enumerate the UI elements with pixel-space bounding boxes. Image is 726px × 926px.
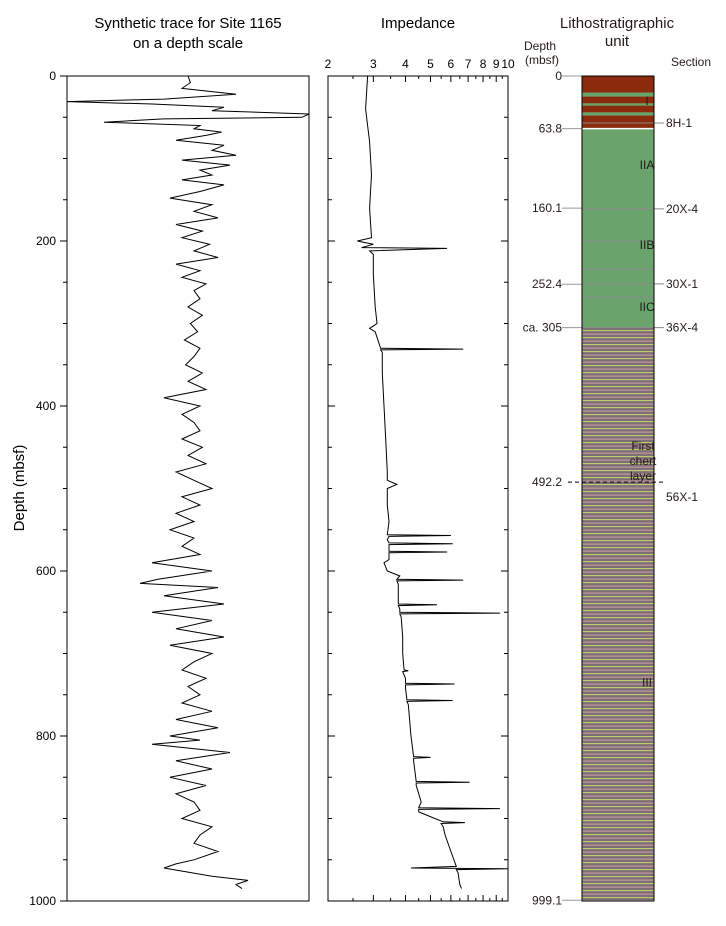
trace-depth-tick-label: 600 bbox=[36, 564, 56, 578]
litho-title-line-2: unit bbox=[605, 33, 630, 50]
unit-label: IIC bbox=[639, 300, 655, 314]
trace-depth-tick-label: 400 bbox=[36, 399, 56, 413]
section-label: 36X-4 bbox=[666, 321, 698, 335]
unit-label: III bbox=[642, 675, 652, 689]
depth-column-unit: (mbsf) bbox=[525, 53, 559, 67]
boundary-depth-label: 999.1 bbox=[532, 893, 562, 907]
impedance-x-tick-label: 8 bbox=[480, 57, 487, 71]
boundary-depth-label: 63.8 bbox=[539, 122, 563, 136]
depth-column-header: Depth bbox=[524, 39, 556, 53]
section-label: 8H-1 bbox=[666, 116, 692, 130]
boundary-depth-label: 492.2 bbox=[532, 475, 562, 489]
synthetic-trace-panel: Synthetic trace for Site 1165 on a depth… bbox=[11, 15, 310, 908]
annotation-first: First bbox=[631, 439, 655, 453]
litho-unit-fill bbox=[582, 128, 654, 209]
section-label: 20X-4 bbox=[666, 202, 698, 216]
boundary-depth-label: 0 bbox=[555, 69, 562, 83]
unit-I-stripe bbox=[582, 112, 654, 116]
impedance-panel: Impedance 2 3 4 5 6 7 8 9 10 bbox=[325, 15, 515, 902]
boundary-depth-label: 252.4 bbox=[532, 277, 562, 291]
impedance-x-tick-label: 3 bbox=[370, 57, 377, 71]
impedance-x-tick-label: 9 bbox=[493, 57, 500, 71]
trace-depth-tick-label: 1000 bbox=[29, 894, 56, 908]
impedance-x-tick-label: 2 bbox=[325, 57, 332, 71]
litho-column-frame bbox=[581, 75, 655, 902]
litho-unit-fill bbox=[582, 76, 654, 129]
impedance-x-ticks: 2 3 4 5 6 7 8 9 10 bbox=[325, 57, 515, 901]
impedance-title: Impedance bbox=[381, 15, 455, 32]
litho-unit-fill bbox=[582, 208, 654, 285]
impedance-x-tick-label: 4 bbox=[402, 57, 409, 71]
litho-title-line-1: Lithostratigraphic bbox=[560, 15, 675, 32]
section-label: 30X-1 bbox=[666, 277, 698, 291]
trace-plot-frame bbox=[66, 75, 310, 902]
impedance-x-tick-label: 10 bbox=[501, 57, 515, 71]
unit-label: I bbox=[645, 94, 648, 108]
depth-axis-label: Depth (mbsf) bbox=[11, 445, 28, 532]
boundary-depth-label: ca. 305 bbox=[523, 321, 563, 335]
litho-unit-fill bbox=[582, 284, 654, 328]
trace-series-line bbox=[66, 75, 310, 890]
annotation-chert: chert bbox=[630, 454, 657, 468]
unit-I-stripe bbox=[582, 103, 654, 106]
trace-depth-tick-label: 200 bbox=[36, 234, 56, 248]
trace-title-line-2: on a depth scale bbox=[133, 35, 243, 52]
boundary-depth-label: 160.1 bbox=[532, 201, 562, 215]
impedance-depth-ticks bbox=[328, 75, 508, 902]
unit-I-stripe bbox=[582, 92, 654, 97]
impedance-x-tick-label: 5 bbox=[427, 57, 434, 71]
litho-column-content: I IIA IIB IIC III 0 63.8 8H-1 160.1 20X-4 252.4 30X… bbox=[523, 69, 699, 907]
impedance-plot-frame bbox=[327, 75, 509, 902]
trace-depth-tick-label: 800 bbox=[36, 729, 56, 743]
unit-label: IIA bbox=[640, 158, 655, 172]
section-column-header: Section bbox=[671, 55, 711, 69]
trace-depth-ticks: 0 200 400 600 800 1000 bbox=[29, 69, 67, 908]
lithostratigraphy-panel: Lithostratigraphic unit Depth (mbsf) Sec… bbox=[523, 15, 711, 907]
impedance-x-tick-label: 6 bbox=[448, 57, 455, 71]
trace-title-line-1: Synthetic trace for Site 1165 bbox=[94, 15, 281, 32]
annotation-layer: layer bbox=[630, 469, 656, 483]
unit-label: IIB bbox=[640, 238, 655, 252]
section-label: 56X-1 bbox=[666, 490, 698, 504]
trace-depth-tick-label: 0 bbox=[49, 69, 56, 83]
impedance-series-line bbox=[357, 75, 509, 889]
impedance-x-tick-label: 7 bbox=[465, 57, 472, 71]
